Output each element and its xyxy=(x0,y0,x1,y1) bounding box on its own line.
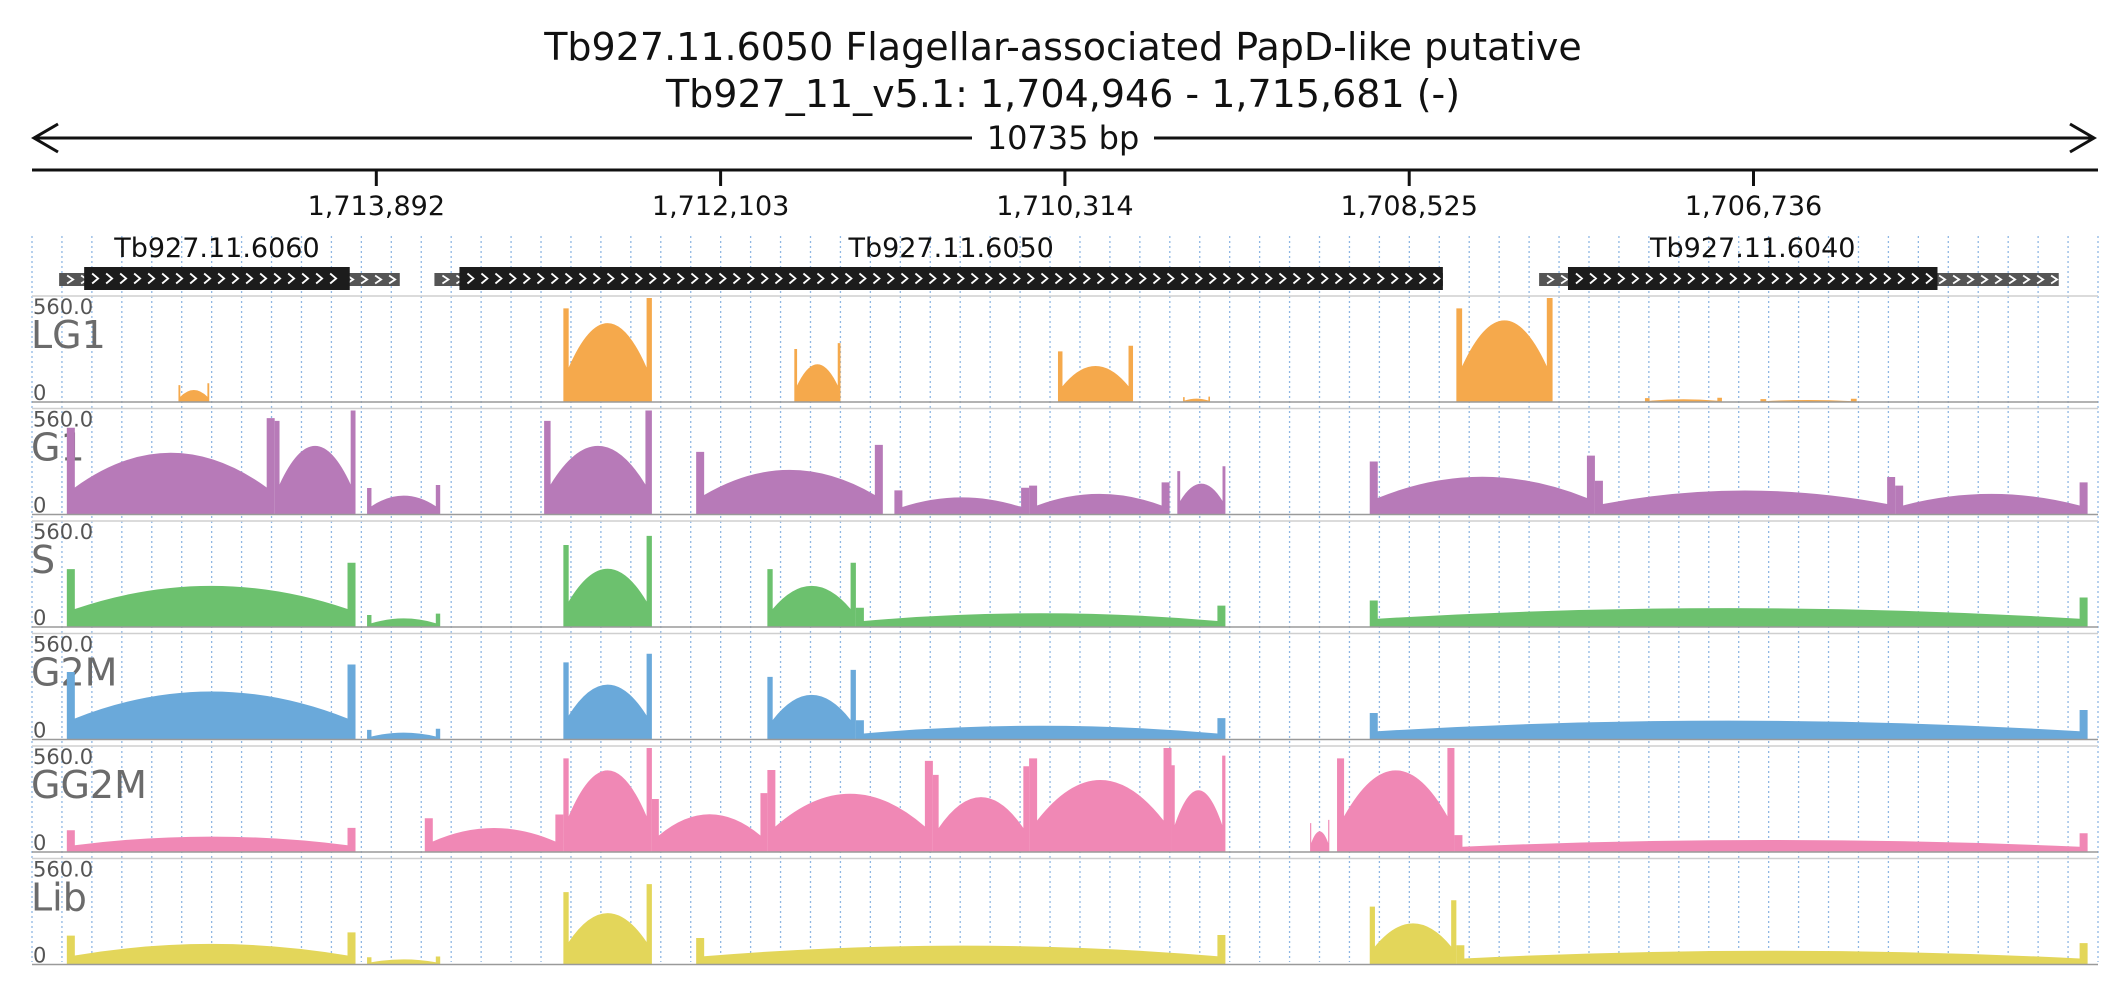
track-min-label: 0 xyxy=(33,831,46,855)
track-name: Lib xyxy=(31,876,87,920)
track-name: G1 xyxy=(31,426,85,470)
track-max-label: 560.0 xyxy=(33,408,93,432)
track-name: GG2M xyxy=(31,763,147,807)
coverage-area xyxy=(1029,748,1172,852)
gene-model[interactable]: Tb927.11.6060 xyxy=(59,233,400,290)
gridlines xyxy=(31,236,2099,962)
track-min-label: 0 xyxy=(33,944,46,968)
coverage-area xyxy=(563,653,652,740)
ruler-tick-label: 1,713,892 xyxy=(308,191,445,222)
track-max-label: 560.0 xyxy=(33,745,93,769)
coverage-area xyxy=(563,535,652,627)
coverage-tracks: 560.0LG10560.0G10560.0S0560.0G2M0560.0GG… xyxy=(31,295,2098,968)
coverage-area xyxy=(367,613,441,627)
track-max-label: 560.0 xyxy=(33,858,93,882)
coverage-area xyxy=(932,766,1030,852)
coverage-area xyxy=(1456,943,2088,965)
coverage-area xyxy=(367,485,441,515)
ruler-tick-label: 1,712,103 xyxy=(652,191,789,222)
coverage-area xyxy=(1369,597,2088,627)
coverage-area xyxy=(767,562,856,627)
track-min-label: 0 xyxy=(33,381,46,405)
coverage-area xyxy=(1644,397,1722,402)
coverage-area xyxy=(66,418,275,515)
coverage-area xyxy=(767,669,856,740)
coverage-area xyxy=(66,932,356,965)
strand-arrows xyxy=(1575,272,1934,285)
track-max-label: 560.0 xyxy=(33,633,93,657)
coverage-area xyxy=(1369,455,1595,515)
track-min-label: 0 xyxy=(33,719,46,743)
ruler-tick-label: 1,710,314 xyxy=(996,191,1133,222)
gene-label: Tb927.11.6060 xyxy=(113,233,319,264)
track-max-label: 560.0 xyxy=(33,520,93,544)
coverage-area xyxy=(367,956,441,965)
coverage-area xyxy=(855,605,1226,627)
coverage-area xyxy=(651,793,768,852)
coverage-area xyxy=(855,718,1226,740)
coverage-area xyxy=(1029,482,1170,515)
coverage-area xyxy=(544,410,652,515)
coverage-area xyxy=(1369,710,2088,740)
gene-cds xyxy=(459,267,1443,290)
coverage-area xyxy=(696,444,883,515)
figure-subtitle: Tb927_11_v5.1: 1,704,946 - 1,715,681 (-) xyxy=(665,72,1460,116)
coverage-area xyxy=(1057,345,1134,402)
span-arrow: 10735 bp xyxy=(31,119,2097,157)
coverage-area xyxy=(1895,482,2088,515)
coverage-area xyxy=(274,410,356,515)
track-max-label: 560.0 xyxy=(33,295,93,319)
coverage-area xyxy=(1594,477,1896,515)
track-min-label: 0 xyxy=(33,494,46,518)
track-s: 560.0S 0 xyxy=(31,520,2098,630)
track-min-label: 0 xyxy=(33,606,46,630)
coverage-area xyxy=(894,487,1030,515)
gene-label: Tb927.11.6050 xyxy=(847,233,1053,264)
coverage-area xyxy=(66,664,356,740)
coverage-area xyxy=(1369,900,1457,965)
gene-model[interactable]: Tb927.11.6050 xyxy=(434,233,1445,290)
coverage-area xyxy=(1171,755,1226,852)
coordinate-ruler: 1,713,892 1,712,103 1,710,314 1,708,525 1,70… xyxy=(32,168,2098,222)
coverage-area xyxy=(563,748,652,852)
coverage-area xyxy=(1456,298,1553,402)
coverage-area xyxy=(794,343,841,402)
coverage-area xyxy=(367,728,441,740)
gene-label: Tb927.11.6040 xyxy=(1649,233,1855,264)
coverage-area xyxy=(1454,833,2088,852)
ruler-tick-label: 1,708,525 xyxy=(1340,191,1477,222)
track-g2m: 560.0G2M0 xyxy=(31,633,2098,743)
track-name: LG1 xyxy=(31,313,106,357)
gene-cds xyxy=(84,267,350,290)
coverage-area xyxy=(1337,748,1455,852)
coverage-area xyxy=(1760,398,1857,402)
coverage-area xyxy=(563,298,652,402)
coverage-area xyxy=(563,884,652,965)
coverage-area xyxy=(696,935,1226,965)
coverage-area xyxy=(66,562,356,627)
track-g1: 560.0G1 0 xyxy=(31,408,2098,518)
coverage-area xyxy=(178,383,210,402)
gene-cds xyxy=(1567,267,1938,290)
coverage-area xyxy=(1177,466,1226,515)
coverage-area xyxy=(767,760,933,852)
coverage-area xyxy=(1310,819,1330,852)
ruler-tick-label: 1,706,736 xyxy=(1685,191,1822,222)
strand-arrows xyxy=(91,272,338,285)
coverage-area xyxy=(424,814,564,852)
coverage-area xyxy=(1183,396,1211,402)
span-length-label: 10735 bp xyxy=(987,119,1140,157)
strand-arrows xyxy=(466,272,1441,285)
coverage-area xyxy=(66,827,356,852)
figure-title: Tb927.11.6050 Flagellar-associated PapD-… xyxy=(543,25,1582,69)
gene-track: Tb927.11.6060 Tb927.11.6050 Tb927.11.6040 xyxy=(59,233,2059,290)
gene-model[interactable]: Tb927.11.6040 xyxy=(1539,233,2059,290)
track-name: S xyxy=(31,538,55,582)
